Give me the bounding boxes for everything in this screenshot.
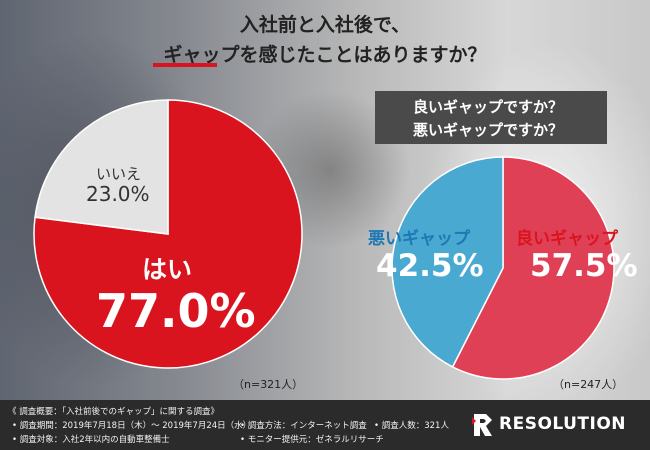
footer-count: • 調査人数：321人 (374, 421, 449, 431)
subtitle-question-good: 良いギャップですか？ (413, 98, 564, 116)
pie-slice-no (34, 99, 169, 235)
title-line-2: ギャップを感じたことはありますか？ (163, 44, 487, 66)
sample-size-2: （n=247人） (553, 378, 624, 391)
value-yes: 77.0% (96, 284, 256, 338)
pie-slice-bad-gap (391, 156, 504, 368)
footer-period: • 調査期間：2019年7月18日（木）～ 2019年7月24日（水） (12, 421, 252, 431)
value-bad-gap: 42.5% (376, 248, 484, 284)
pie-chart-gap-experienced (33, 99, 303, 369)
charts-svg (33, 99, 615, 380)
logo-text: RESOLUTION (499, 414, 627, 434)
survey-footer: 《 調査概要：「入社前後でのギャップ」に関する調査》 • 調査期間：2019年7… (0, 400, 650, 450)
label-yes: はい (142, 255, 193, 284)
subtitle-question-bad: 悪いギャップですか？ (413, 121, 564, 139)
label-bad-gap: 悪いギャップ (368, 229, 470, 249)
pie-slice-good-gap (451, 156, 615, 380)
title-underline (153, 63, 217, 67)
value-good-gap: 57.5% (530, 248, 638, 284)
footer-provider: • モニター提供元：ゼネラルリサーチ (240, 435, 384, 445)
title-line-1: 入社前と入社後で、 (239, 14, 411, 36)
sample-size-1: （n=321人） (233, 378, 304, 391)
subtitle-box: 良いギャップですか？ 悪いギャップですか？ (375, 91, 607, 144)
label-no: いいえ (96, 165, 142, 183)
pie-chart-gap-type (391, 156, 615, 380)
footer-target: • 調査対象：入社2年以内の自動車整備士 (12, 435, 170, 445)
value-no: 23.0% (86, 182, 150, 206)
label-good-gap: 良いギャップ (516, 229, 618, 249)
resolution-r-logo-icon (472, 414, 492, 436)
footer-method: • 調査方法：インターネット調査 (240, 421, 367, 431)
footer-survey-title: 《 調査概要：「入社前後でのギャップ」に関する調査》 (8, 407, 219, 417)
